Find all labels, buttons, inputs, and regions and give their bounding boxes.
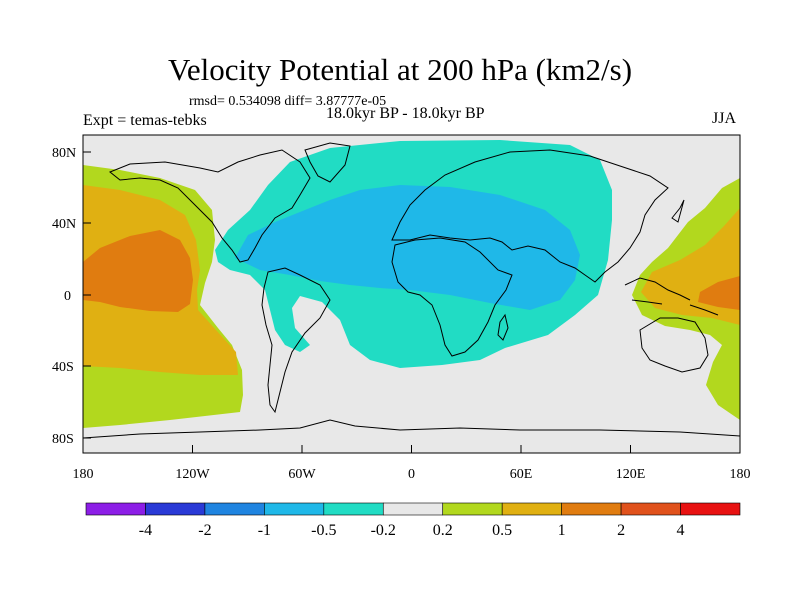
colorbar-swatch — [680, 502, 741, 516]
lon-label: 120E — [616, 467, 646, 482]
eurasia-coastline — [391, 149, 669, 283]
season-label: JJA — [712, 110, 737, 127]
colorbar-label: 1 — [558, 522, 566, 539]
lon-label: 120W — [175, 467, 210, 482]
lon-label: 60E — [510, 467, 533, 482]
stats-label: rmsd= 0.534098 diff= 3.87777e-05 — [189, 94, 387, 109]
atlantic-neg05-region — [235, 185, 580, 310]
colorbar-label: -4 — [139, 522, 152, 539]
period-label: 18.0kyr BP - 18.0kyr BP — [326, 105, 485, 122]
colorbar-swatch — [204, 502, 265, 516]
colorbar-label: 0.2 — [433, 522, 453, 539]
colorbar-label: -0.2 — [371, 522, 396, 539]
maritime-continent-coastline — [624, 277, 719, 316]
lon-label: 60W — [288, 467, 316, 482]
south-america-coastline — [261, 267, 331, 414]
australia-coastline — [639, 317, 709, 373]
lat-axis: 80N 40N 0 40S 80S — [52, 146, 91, 447]
pacific-east-pos1-region — [698, 276, 740, 310]
madagascar-coastline — [497, 313, 509, 341]
lat-label: 40S — [52, 360, 74, 375]
plot-title: Velocity Potential at 200 hPa (km2/s) — [167, 52, 633, 87]
lat-label: 80S — [52, 432, 74, 447]
colorbar-label: 4 — [677, 522, 685, 539]
colorbar-swatch — [382, 502, 444, 516]
coastlines — [83, 142, 740, 439]
colorbar-swatch — [620, 502, 681, 516]
experiment-label: Expt = temas-tebks — [83, 112, 207, 129]
colorbar-swatch — [323, 502, 384, 516]
antarctica-coastline — [83, 419, 740, 439]
japan-coastline — [671, 199, 685, 223]
colorbar: -4 -2 -1 -0.5 -0.2 0.2 0.5 1 2 4 — [85, 502, 741, 539]
colorbar-label: 2 — [617, 522, 625, 539]
lon-label: 180 — [73, 467, 94, 482]
colorbar-swatch — [145, 502, 206, 516]
colorbar-swatch — [561, 502, 622, 516]
colorbar-swatch — [501, 502, 562, 516]
lon-label: 0 — [408, 467, 415, 482]
lon-label: 180 — [730, 467, 751, 482]
contour-fields — [83, 140, 740, 428]
lat-label: 80N — [52, 146, 76, 161]
colorbar-swatch — [264, 502, 325, 516]
greenland-coastline — [304, 142, 351, 183]
colorbar-swatch — [85, 502, 146, 516]
colorbar-label: -2 — [198, 522, 211, 539]
colorbar-label: -0.5 — [311, 522, 336, 539]
colorbar-label: 0.5 — [492, 522, 512, 539]
lat-label: 40N — [52, 217, 76, 232]
lat-label: 0 — [64, 289, 71, 304]
colorbar-swatch — [442, 502, 503, 516]
pacific-west-pos1-region — [83, 230, 193, 312]
lon-axis: 180 120W 60W 0 60E 120E 180 — [73, 445, 751, 482]
africa-coastline — [391, 237, 513, 357]
north-america-coastline — [109, 149, 311, 263]
colorbar-label: -1 — [258, 522, 271, 539]
